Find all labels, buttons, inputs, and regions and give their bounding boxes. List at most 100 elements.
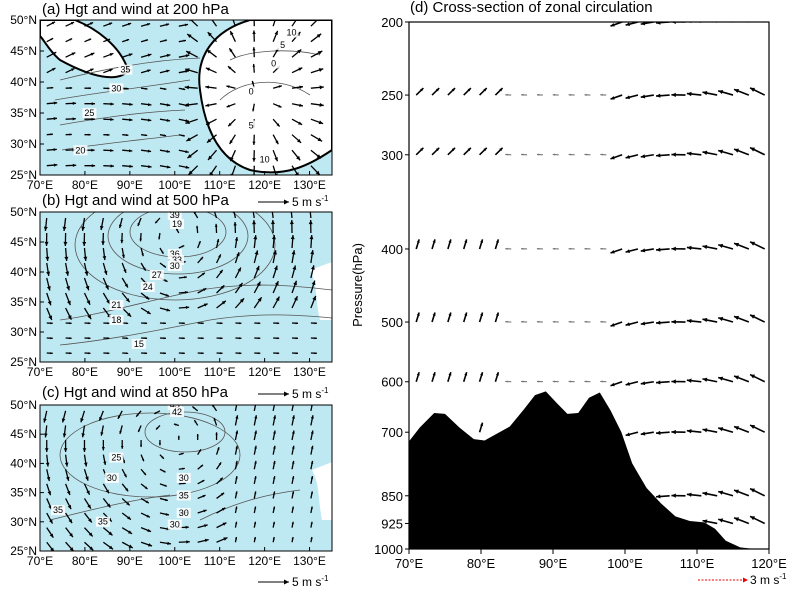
wind-arrowhead	[318, 120, 324, 125]
wind-arrowhead	[166, 165, 171, 169]
panel-d-wind-vectors	[415, 22, 766, 525]
wind-arrowhead	[181, 452, 184, 455]
wind-arrowhead	[702, 428, 708, 433]
wind-arrowhead	[252, 47, 256, 51]
wind-arrowhead	[177, 435, 180, 438]
wind-arrowhead	[671, 429, 676, 435]
wind-arrowhead	[671, 379, 676, 384]
wind-arrowhead	[610, 249, 615, 254]
wind-arrowhead	[233, 222, 237, 226]
wind-arrowhead	[166, 118, 171, 122]
wind-arrowhead	[552, 247, 556, 250]
wind-arrowhead	[600, 320, 603, 323]
x-tick-label: 120°E	[248, 554, 281, 568]
contour-label: 30	[179, 508, 189, 518]
wind-arrowhead	[239, 337, 242, 340]
wind-arrowhead	[129, 164, 133, 168]
wind-arrowhead	[499, 88, 503, 92]
wind-arrowhead	[734, 375, 740, 380]
wind-arrowhead	[164, 39, 167, 42]
panel-c-x-ticks: 70°E 80°E 90°E 100°E 110°E 120°E 130°E	[27, 547, 326, 568]
wind-arrowhead	[203, 509, 207, 513]
wind-arrowhead	[671, 152, 676, 157]
wind-arrowhead	[141, 253, 144, 257]
wind-arrowhead	[85, 285, 90, 291]
x-tick-label: 80°E	[72, 554, 98, 568]
wind-arrowhead	[273, 400, 276, 404]
contour-label-bg	[50, 505, 65, 516]
wind-arrowhead	[110, 117, 114, 122]
panel-d-y-ticks: 200 250 300 400 500 600 700 850 925 1000	[374, 15, 409, 557]
wind-arrowhead	[435, 147, 440, 152]
wind-arrowhead	[536, 153, 540, 156]
wind-arrowhead	[495, 239, 499, 243]
wind-arrowhead	[278, 85, 282, 88]
wind-arrowhead	[67, 315, 72, 320]
wind-arrowhead	[108, 545, 114, 550]
wind-arrowhead	[448, 239, 452, 243]
wind-arrowhead	[83, 256, 88, 261]
wind-arrowhead	[734, 489, 740, 494]
wind-arrowhead	[173, 423, 177, 426]
wind-arrowhead	[274, 281, 279, 286]
wind-arrowhead	[718, 89, 724, 95]
wind-arrowhead	[63, 241, 68, 246]
wind-arrowhead	[568, 320, 571, 323]
panel-c-title: (c) Hgt and wind at 850 hPa	[42, 384, 229, 401]
wind-arrow-shaft	[290, 212, 293, 219]
x-tick-label: 130°E	[293, 178, 326, 192]
wind-arrowhead	[106, 299, 111, 305]
wind-arrowhead	[686, 91, 692, 97]
y-tick-label: 40°N	[10, 265, 37, 279]
wind-arrowhead	[147, 103, 152, 107]
wind-arrowhead	[416, 239, 420, 243]
y-tick-label: 500	[381, 315, 403, 330]
wind-arrowhead	[702, 90, 708, 96]
wind-arrowhead	[254, 491, 257, 494]
wind-arrowhead	[222, 522, 227, 526]
wind-arrowhead	[309, 235, 314, 240]
wind-arrowhead	[203, 303, 208, 307]
wind-arrowhead	[196, 434, 199, 437]
wind-arrowhead	[209, 171, 214, 175]
wind-arrowhead	[750, 241, 756, 246]
wind-arrowhead	[182, 352, 185, 355]
panel-d-terrain	[409, 391, 769, 549]
wind-arrowhead	[734, 148, 740, 153]
wind-arrowhead	[69, 322, 72, 325]
wind-arrowhead	[236, 252, 240, 257]
wind-arrowhead	[147, 69, 151, 73]
wind-arrowhead	[552, 93, 556, 96]
wind-arrowhead	[158, 443, 162, 446]
wind-arrowhead	[185, 150, 189, 154]
wind-arrowhead	[128, 149, 133, 153]
wind-arrowhead	[46, 476, 51, 481]
y-tick-label: 1000	[374, 542, 403, 557]
wind-arrowhead	[702, 491, 708, 496]
contour-label: 18	[111, 315, 121, 325]
panel-a-frame	[39, 19, 333, 176]
wind-arrowhead	[198, 449, 201, 452]
y-tick-label: 50°N	[10, 13, 37, 27]
wind-arrowhead	[568, 247, 571, 250]
wind-arrowhead	[718, 243, 724, 249]
wind-arrowhead	[182, 134, 185, 137]
wind-arrowhead	[166, 103, 171, 107]
wind-arrowhead	[310, 415, 314, 419]
wind-arrowhead	[109, 68, 113, 72]
wind-arrowhead	[117, 415, 121, 419]
wind-arrowhead	[49, 533, 54, 538]
wind-arrowhead	[480, 422, 484, 427]
wind-arrowhead	[270, 205, 274, 209]
wind-arrowhead	[584, 247, 587, 250]
contour-label: 39	[170, 210, 180, 220]
wind-arrowhead	[254, 415, 258, 419]
wind-arrowhead	[521, 93, 524, 96]
wind-arrowhead	[213, 417, 216, 421]
wind-arrowhead	[182, 467, 185, 470]
wind-arrowhead	[686, 151, 692, 156]
wind-arrowhead	[90, 52, 95, 56]
wind-arrowhead	[316, 154, 321, 159]
wind-arrowhead	[656, 380, 661, 385]
wind-arrowhead	[552, 153, 556, 156]
